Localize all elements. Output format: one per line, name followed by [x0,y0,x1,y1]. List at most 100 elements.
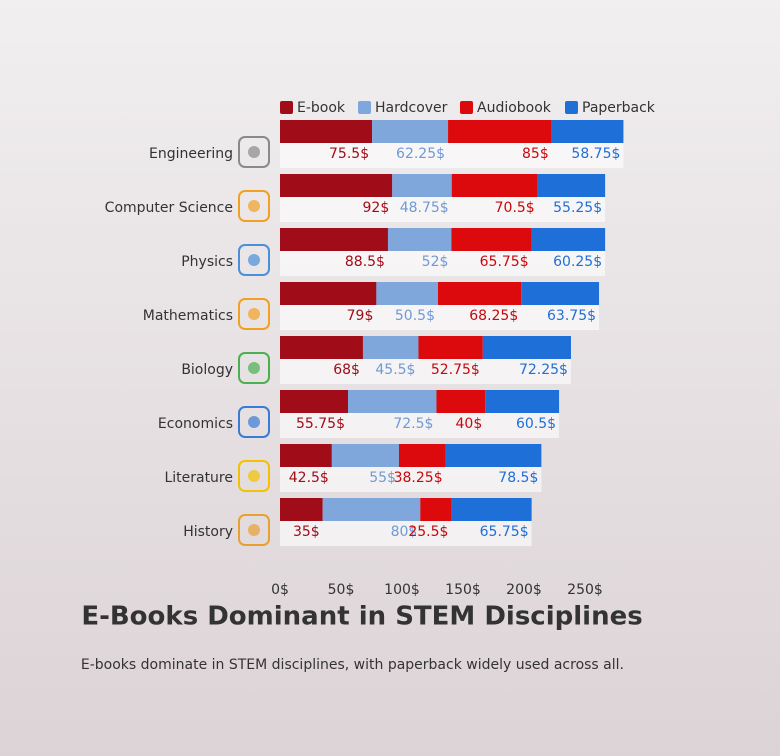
value-label: 40$ [456,416,483,432]
bar-segment [482,336,571,359]
category-icon-dot [248,200,260,212]
chart-subtitle: E-books dominate in STEM disciplines, wi… [80,657,624,673]
value-label: 60.25$ [553,254,602,270]
bar-segment [280,282,377,305]
category-icon [238,298,270,330]
x-tick-label: 0$ [271,582,289,598]
bar-segment [280,390,349,413]
bar-segment [392,174,452,197]
legend-swatch [280,101,293,114]
bar-segment [451,174,538,197]
value-label: 48.75$ [400,200,449,216]
category-icon [238,136,270,168]
label-strip [280,251,606,276]
legend-label: Audiobook [477,100,552,116]
legend-label: E-book [297,100,346,116]
legend-label: Hardcover [375,100,448,116]
bar-segment [331,444,399,467]
x-tick-label: 100$ [384,582,420,598]
bar-segment [448,120,552,143]
bar-segment [280,444,332,467]
category-icon [238,352,270,384]
label-strip [280,521,532,546]
category-label: History [183,524,233,540]
category-label: Mathematics [143,308,233,324]
bar-segment [376,282,438,305]
value-label: 58.75$ [571,146,620,162]
value-label: 68$ [333,362,360,378]
category-label: Computer Science [105,200,233,216]
label-strip [280,467,542,492]
value-label: 78.5$ [498,470,538,486]
bar-segment [531,228,606,251]
value-label: 65.75$ [480,524,529,540]
bar-segment [436,390,486,413]
bar-segment [445,444,542,467]
bar-segment [280,336,363,359]
value-label: 42.5$ [289,470,329,486]
category-icon-dot [248,524,260,536]
category-icon-dot [248,470,260,482]
x-tick-label: 50$ [328,582,355,598]
value-label: 72.25$ [519,362,568,378]
x-tick-label: 250$ [567,582,603,598]
value-label: 75.5$ [329,146,369,162]
legend-swatch [358,101,371,114]
category-label: Engineering [149,146,233,162]
category-label: Physics [181,254,233,270]
category-label: Economics [158,416,233,432]
bar-segment [348,390,437,413]
bar-segment [372,120,449,143]
bar-segment [551,120,624,143]
value-label: 62.25$ [396,146,445,162]
category-icon-dot [248,362,260,374]
value-label: 52$ [422,254,449,270]
value-label: 65.75$ [480,254,529,270]
bar-segment [521,282,600,305]
bar-segment [420,498,452,521]
bar-segment [322,498,421,521]
category-icon [238,406,270,438]
bar-segment [537,174,606,197]
category-icon [238,460,270,492]
bar-segment [280,498,323,521]
category-icon [238,514,270,546]
value-label: 50.5$ [395,308,435,324]
value-label: 60.5$ [516,416,556,432]
bar-segment [280,228,388,251]
category-icon-dot [248,254,260,266]
value-label: 88.5$ [345,254,385,270]
legend-swatch [460,101,473,114]
legend-label: Paperback [582,100,656,116]
x-tick-label: 200$ [506,582,542,598]
legend-swatch [565,101,578,114]
value-label: 70.5$ [495,200,535,216]
value-label: 92$ [363,200,390,216]
label-strip [280,305,600,330]
value-label: 52.75$ [431,362,480,378]
label-strip [280,197,606,222]
x-tick-label: 150$ [445,582,481,598]
category-label: Literature [164,470,233,486]
value-label: 79$ [347,308,374,324]
value-label: 25.5$ [408,524,448,540]
bar-segment [280,120,373,143]
bar-segment [437,282,522,305]
value-label: 68.25$ [469,308,518,324]
bar-segment [362,336,419,359]
category-icon-dot [248,308,260,320]
value-label: 63.75$ [547,308,596,324]
category-label: Biology [181,362,233,378]
label-strip [280,413,560,438]
bar-segment [451,498,532,521]
chart-title: E-Books Dominant in STEM Disciplines [81,602,642,632]
category-icon-dot [248,146,260,158]
value-label: 55.25$ [553,200,602,216]
value-label: 80$ [391,524,418,540]
bar-segment [387,228,452,251]
category-icon [238,244,270,276]
value-label: 55.75$ [296,416,345,432]
bar-segment [451,228,532,251]
